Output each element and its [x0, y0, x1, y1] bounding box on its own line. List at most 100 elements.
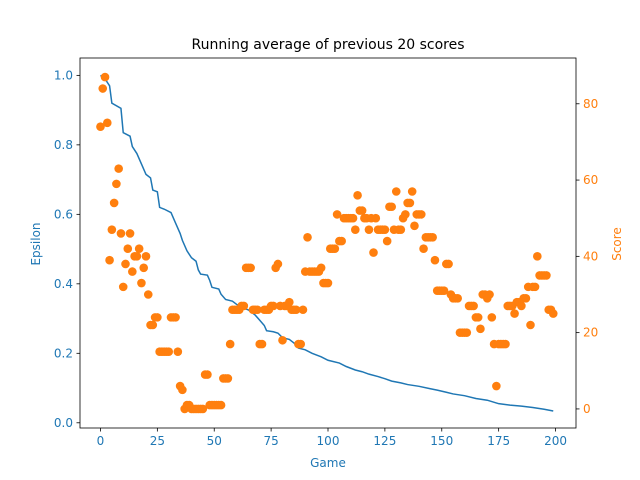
score-point [476, 324, 485, 334]
score-point [405, 198, 415, 208]
score-point [98, 84, 108, 93]
score-point [298, 305, 308, 315]
score-point [396, 225, 406, 234]
score-point [444, 259, 453, 269]
score-point [303, 232, 312, 242]
score-point [364, 225, 374, 234]
score-point [291, 305, 301, 315]
score-point [530, 282, 540, 292]
x-axis-title: Game [310, 456, 346, 470]
score-point [141, 252, 151, 261]
score-point [316, 263, 326, 273]
epsilon-series-line [100, 74, 554, 412]
score-point [332, 210, 342, 219]
score-point [371, 213, 381, 223]
score-point [510, 309, 519, 318]
score-point [382, 236, 392, 246]
score-point [357, 206, 367, 215]
score-point [137, 278, 146, 288]
score-point [428, 232, 437, 242]
x-tick-label: 125 [373, 434, 396, 448]
score-point [107, 225, 117, 234]
y-right-tick-label: 80 [583, 97, 598, 111]
score-point [487, 313, 497, 322]
score-point [485, 290, 494, 299]
score-point [517, 301, 526, 311]
score-point [164, 347, 174, 357]
y-left-tick-label: 0.0 [54, 416, 73, 430]
score-point [253, 305, 262, 315]
score-point [548, 309, 558, 318]
x-tick-label: 175 [487, 434, 510, 448]
score-point [407, 187, 417, 196]
score-point [198, 404, 208, 414]
axes-frame [79, 57, 577, 429]
x-axis-ticks: 0 25 50 75 100 125 150 175 200 [97, 428, 567, 448]
y-left-tick-label: 0.4 [54, 277, 73, 291]
score-point [419, 244, 428, 254]
score-point [526, 320, 535, 330]
score-point [473, 313, 483, 322]
score-point [109, 198, 119, 208]
chart-title: Running average of previous 20 scores [191, 37, 464, 53]
score-point [273, 259, 283, 269]
score-point [337, 236, 346, 246]
y-right-axis-title: Score [610, 227, 624, 261]
x-tick-label: 75 [263, 434, 278, 448]
y-right-tick-label: 0 [583, 402, 591, 416]
x-tick-label: 150 [430, 434, 453, 448]
score-point [269, 301, 278, 311]
score-point [105, 255, 114, 265]
score-point [239, 301, 249, 311]
score-point [353, 191, 362, 200]
score-point [410, 221, 419, 231]
score-point [469, 301, 478, 311]
score-point [100, 72, 110, 82]
score-point [285, 297, 294, 307]
x-tick-label: 50 [207, 434, 222, 448]
score-point [416, 210, 426, 219]
score-series-points [96, 72, 558, 414]
score-point [492, 381, 501, 391]
score-point [348, 213, 358, 223]
score-point [173, 347, 183, 357]
score-point [123, 244, 133, 254]
score-point [96, 122, 105, 131]
y-left-tick-label: 0.2 [54, 346, 73, 360]
score-point [121, 259, 130, 269]
y-right-tick-label: 20 [583, 326, 598, 340]
score-point [453, 294, 462, 303]
score-point [462, 328, 472, 337]
score-point [380, 225, 390, 234]
score-point [128, 267, 137, 276]
score-point [203, 370, 212, 379]
score-point [139, 263, 149, 273]
score-point [296, 339, 306, 349]
score-point [369, 248, 378, 257]
score-point [223, 374, 233, 383]
score-point [501, 339, 510, 349]
x-tick-label: 100 [317, 434, 340, 448]
score-point [401, 210, 410, 219]
y-left-tick-label: 0.8 [54, 138, 73, 152]
score-point [387, 202, 397, 212]
score-point [132, 252, 142, 261]
y-left-tick-label: 1.0 [54, 68, 73, 82]
y-right-tick-label: 60 [583, 173, 598, 187]
score-point [330, 244, 340, 254]
score-point [216, 400, 226, 410]
plot-area [96, 72, 558, 414]
score-point [134, 244, 144, 254]
score-point [439, 286, 449, 295]
x-tick-label: 200 [544, 434, 567, 448]
score-point [391, 187, 401, 196]
score-point [351, 225, 360, 234]
x-tick-label: 25 [150, 434, 165, 448]
y-right-axis-ticks: 0 20 40 60 80 [576, 97, 598, 416]
score-point [153, 313, 162, 322]
score-point [178, 385, 187, 395]
score-point [148, 320, 158, 330]
